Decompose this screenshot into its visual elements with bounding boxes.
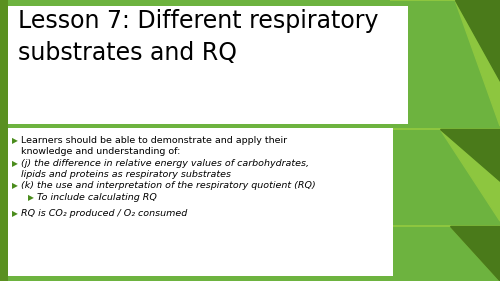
Polygon shape <box>390 226 500 281</box>
FancyBboxPatch shape <box>8 128 393 276</box>
FancyBboxPatch shape <box>0 0 8 281</box>
Polygon shape <box>390 0 500 126</box>
Text: ▶: ▶ <box>12 181 18 190</box>
Text: RQ is CO₂ produced / O₂ consumed: RQ is CO₂ produced / O₂ consumed <box>21 209 187 218</box>
Polygon shape <box>375 129 500 221</box>
Text: ▶: ▶ <box>12 209 18 218</box>
Text: Lesson 7: Different respiratory: Lesson 7: Different respiratory <box>18 9 378 33</box>
Text: substrates and RQ: substrates and RQ <box>18 41 237 65</box>
Text: ▶: ▶ <box>12 136 18 145</box>
Polygon shape <box>455 0 500 81</box>
Text: ▶: ▶ <box>28 193 34 202</box>
Text: To include calculating RQ: To include calculating RQ <box>37 193 157 202</box>
Polygon shape <box>450 226 500 281</box>
Text: (j) the difference in relative energy values of carbohydrates,
lipids and protei: (j) the difference in relative energy va… <box>21 159 309 179</box>
Polygon shape <box>440 129 500 181</box>
FancyBboxPatch shape <box>8 6 408 124</box>
Text: Learners should be able to demonstrate and apply their
knowledge and understandi: Learners should be able to demonstrate a… <box>21 136 287 156</box>
Text: (k) the use and interpretation of the respiratory quotient (RQ): (k) the use and interpretation of the re… <box>21 181 316 190</box>
Text: ▶: ▶ <box>12 159 18 168</box>
